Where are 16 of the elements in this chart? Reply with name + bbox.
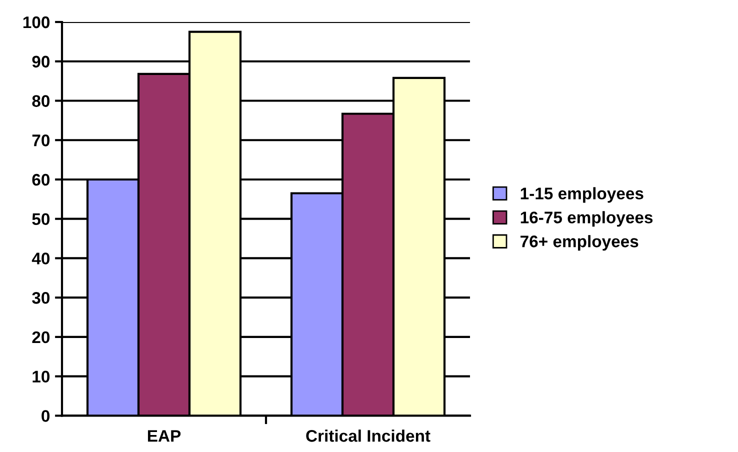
y-tick-label: 40 [32,252,50,264]
legend-label: 76+ employees [520,235,638,251]
y-tick-label: 60 [32,174,50,186]
y-tick-label: 90 [32,56,50,68]
x-tick-label: EAP [148,430,181,442]
legend-label: 1-15 employees [520,187,644,203]
legend-label: 16-75 employees [520,211,653,227]
y-tick-label: 30 [32,292,50,304]
y-tick-label: 80 [32,95,50,107]
y-tick-label: 100 [23,16,50,28]
y-tick-label: 0 [42,410,50,422]
y-tick-label: 70 [32,134,50,146]
x-tick-label: Critical Incident [306,430,430,442]
y-tick-label: 20 [32,331,50,344]
y-tick-label: 50 [32,213,50,226]
y-tick-label: 10 [32,370,50,383]
